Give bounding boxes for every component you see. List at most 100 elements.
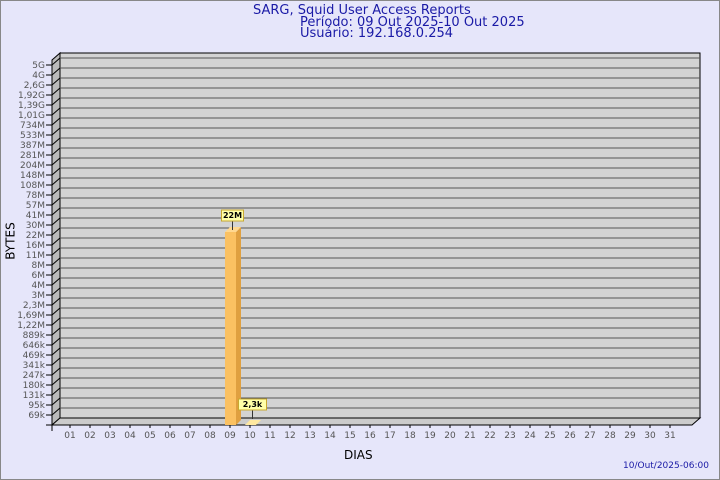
x-tick-label: 20	[444, 431, 456, 441]
y-tick-label: 41M	[26, 211, 45, 221]
x-axis-label: DIAS	[344, 448, 373, 462]
x-tick-label: 23	[504, 431, 515, 441]
y-tick-diag	[51, 157, 61, 166]
y-tick-diag	[51, 187, 61, 196]
y-tick-label: 5G	[32, 61, 45, 71]
y-tick-label: 734M	[20, 121, 45, 131]
y-tick-label: 8M	[32, 261, 46, 271]
period-text: Período: 09 Out 2025-10 Out 2025	[300, 15, 525, 30]
user-text: Usuário: 192.168.0.254	[300, 26, 454, 41]
floor	[50, 417, 702, 426]
y-tick-diag	[51, 397, 61, 406]
x-tick-label: 12	[284, 431, 295, 441]
x-tick-label: 06	[164, 431, 176, 441]
x-tick-label: 28	[604, 431, 616, 441]
data-label: 2,3k	[243, 400, 263, 409]
x-tick-label: 08	[204, 431, 216, 441]
y-tick-label: 16M	[26, 241, 45, 251]
y-tick-label: 387M	[20, 141, 45, 151]
y-tick-diag	[51, 207, 61, 216]
x-tick-label: 10	[244, 431, 256, 441]
x-tick-label: 15	[344, 431, 355, 441]
y-tick-label: 247k	[23, 371, 46, 381]
y-tick-diag	[51, 297, 61, 306]
y-tick-label: 6M	[32, 271, 46, 281]
y-tick-label: 4G	[32, 71, 45, 81]
x-tick-label: 18	[404, 431, 416, 441]
y-tick-diag	[51, 117, 61, 126]
y-tick-label: 57M	[26, 201, 45, 211]
data-label-box	[238, 398, 267, 411]
x-tick-label: 13	[304, 431, 315, 441]
x-tick-label: 30	[644, 431, 656, 441]
y-tick-diag	[51, 107, 61, 116]
x-tick-label: 19	[424, 431, 436, 441]
y-tick-label: 469k	[23, 351, 46, 361]
y-tick-label: 11M	[26, 251, 45, 261]
y-tick-diag	[51, 127, 61, 136]
y-tick-diag	[51, 227, 61, 236]
y-tick-diag	[51, 407, 61, 416]
x-tick-label: 25	[544, 431, 555, 441]
x-tick-label: 04	[124, 431, 136, 441]
y-tick-label: 2,6G	[24, 81, 45, 91]
x-tick-label: 01	[64, 431, 75, 441]
y-tick-label: 533M	[20, 131, 45, 141]
y-tick-diag	[51, 377, 61, 386]
x-tick-label: 02	[84, 431, 95, 441]
x-tick-label: 26	[564, 431, 576, 441]
bar-side	[236, 227, 241, 425]
data-label: 22M	[223, 211, 242, 220]
y-tick-label: 1,69M	[17, 311, 45, 321]
y-tick-label: 131k	[23, 391, 46, 401]
x-tick-label: 31	[664, 431, 675, 441]
y-tick-label: 78M	[26, 191, 45, 201]
y-tick-diag	[51, 257, 61, 266]
y-tick-label: 1,39G	[18, 101, 45, 111]
y-tick-label: 69k	[28, 411, 45, 421]
y-tick-label: 281M	[20, 151, 45, 161]
y-tick-diag	[51, 317, 61, 326]
y-tick-diag	[51, 97, 61, 106]
bar	[225, 232, 236, 425]
y-tick-label: 4M	[32, 281, 46, 291]
y-tick-diag	[51, 147, 61, 156]
y-tick-diag	[51, 217, 61, 226]
y-tick-diag	[51, 77, 61, 86]
y-tick-diag	[51, 267, 61, 276]
x-tick-label: 29	[624, 431, 636, 441]
y-tick-label: 889k	[23, 331, 46, 341]
y-tick-label: 2,3M	[23, 301, 45, 311]
y-tick-diag	[51, 177, 61, 186]
y-tick-label: 95k	[28, 401, 45, 411]
x-tick-label: 27	[584, 431, 595, 441]
x-tick-label: 09	[224, 431, 236, 441]
x-tick-label: 07	[184, 431, 195, 441]
y-tick-diag	[51, 67, 61, 76]
y-tick-label: 148M	[20, 171, 45, 181]
y-tick-diag	[51, 367, 61, 376]
y-tick-label: 341k	[23, 361, 46, 371]
y-tick-label: 1,22M	[17, 321, 45, 331]
data-label-box	[221, 209, 244, 222]
x-tick-label: 17	[384, 431, 395, 441]
x-tick-label: 11	[264, 431, 275, 441]
y-tick-label: 1,01G	[18, 111, 45, 121]
y-tick-diag	[51, 137, 61, 146]
y-tick-label: 108M	[20, 181, 45, 191]
x-tick-label: 21	[464, 431, 475, 441]
y-tick-label: 30M	[26, 221, 45, 231]
y-tick-label: 1,92G	[18, 91, 45, 101]
x-tick-label: 16	[364, 431, 376, 441]
y-tick-label: 180k	[23, 381, 46, 391]
chart-title: SARG, Squid User Access Reports	[253, 3, 471, 18]
y-tick-diag	[51, 247, 61, 256]
y-tick-diag	[51, 277, 61, 286]
y-tick-label: 3M	[32, 291, 46, 301]
y-tick-diag	[51, 327, 61, 336]
x-tick-label: 24	[524, 431, 536, 441]
y-tick-diag	[51, 287, 61, 296]
x-tick-label: 22	[484, 431, 495, 441]
x-tick-label: 14	[324, 431, 336, 441]
